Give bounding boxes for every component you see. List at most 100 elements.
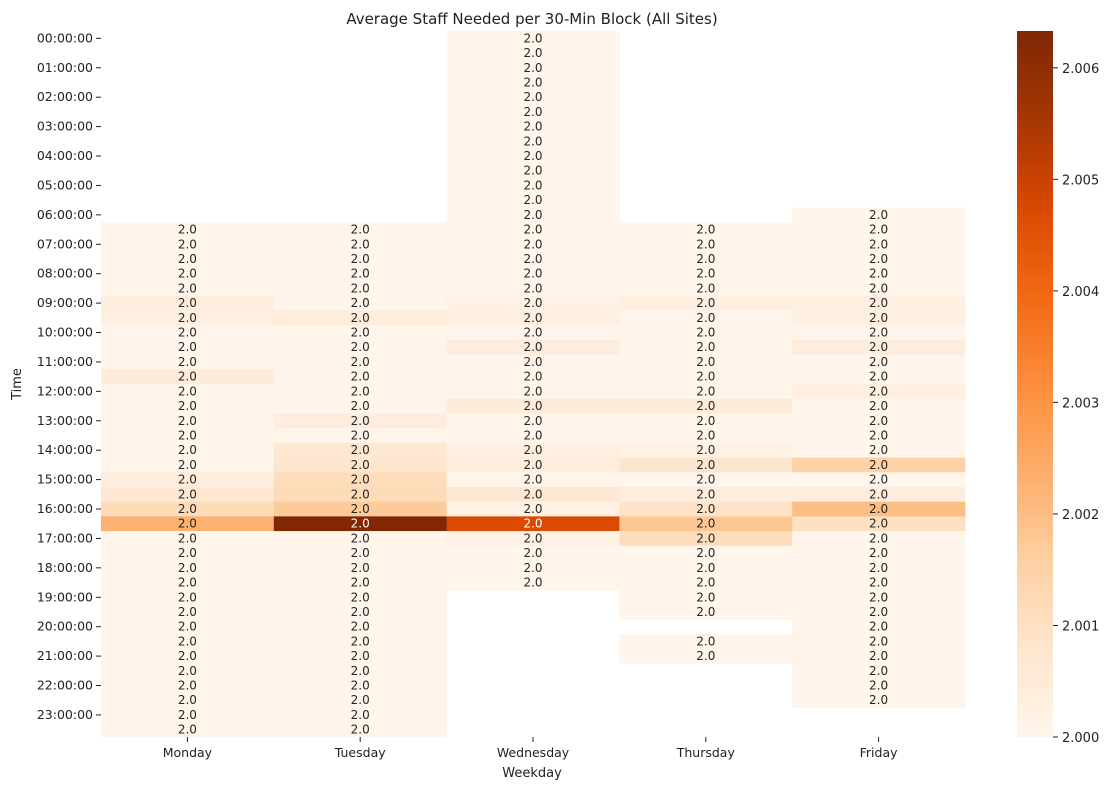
heatmap-cell [792, 516, 966, 532]
cell-label: 2.0 [351, 237, 370, 251]
heatmap-cell [619, 384, 793, 400]
y-tick-label: 02:00:00 [37, 89, 93, 104]
heatmap-cell [446, 384, 620, 400]
heatmap-cell [619, 222, 793, 238]
cell-label: 2.0 [523, 281, 542, 295]
heatmap-cell [273, 634, 447, 650]
heatmap-cell [792, 442, 966, 458]
cell-label: 2.0 [696, 237, 715, 251]
heatmap-cell [273, 295, 447, 311]
cell-label: 2.0 [351, 473, 370, 487]
heatmap-cell [273, 678, 447, 694]
cell-label: 2.0 [351, 384, 370, 398]
cell-label: 2.0 [523, 370, 542, 384]
colorbar-tick-label: 2.000 [1062, 731, 1099, 746]
heatmap-cell [446, 457, 620, 473]
heatmap-cell [619, 472, 793, 488]
cell-label: 2.0 [351, 223, 370, 237]
cell-label: 2.0 [696, 649, 715, 663]
cell-label: 2.0 [178, 605, 197, 619]
heatmap-cell [273, 325, 447, 341]
cell-label: 2.0 [351, 296, 370, 310]
cell-label: 2.0 [178, 355, 197, 369]
cell-label: 2.0 [523, 458, 542, 472]
heatmap-cell [446, 310, 620, 326]
heatmap-cell [446, 104, 620, 120]
cell-label: 2.0 [869, 473, 888, 487]
cell-label: 2.0 [869, 502, 888, 516]
x-tick-label: Thursday [676, 745, 736, 760]
y-tick-label: 05:00:00 [37, 177, 93, 192]
heatmap-cell [273, 310, 447, 326]
heatmap-cell [273, 236, 447, 253]
cell-label: 2.0 [523, 120, 542, 134]
heatmap-cell [792, 634, 966, 650]
x-tick-label: Friday [860, 745, 898, 760]
x-tick-label: Tuesday [334, 745, 386, 760]
heatmap-cell [619, 648, 793, 664]
heatmap-cell [619, 251, 793, 267]
cell-label: 2.0 [351, 708, 370, 722]
y-tick-label: 11:00:00 [37, 354, 93, 369]
heatmap-cell [273, 428, 447, 444]
heatmap-cell [273, 501, 447, 517]
heatmap-cell [792, 222, 966, 238]
heatmap-cell [446, 31, 620, 47]
heatmap-cell [101, 604, 275, 620]
cell-label: 2.0 [178, 458, 197, 472]
cell-label: 2.0 [523, 487, 542, 501]
cell-label: 2.0 [351, 252, 370, 266]
heatmap-cell [101, 236, 275, 253]
heatmap-cell [101, 310, 275, 326]
cell-label: 2.0 [869, 414, 888, 428]
cell-label: 2.0 [523, 531, 542, 545]
heatmap-cell [101, 339, 275, 355]
cell-label: 2.0 [696, 605, 715, 619]
cell-label: 2.0 [523, 502, 542, 516]
heatmap-cell [792, 663, 966, 679]
heatmap-cell [619, 413, 793, 429]
heatmap-cell [446, 472, 620, 488]
heatmap-cell [792, 369, 966, 385]
heatmap-cell [446, 192, 620, 208]
heatmap-cell [446, 89, 620, 105]
cell-label: 2.0 [351, 546, 370, 560]
heatmap-cell [446, 486, 620, 503]
cell-label: 2.0 [696, 223, 715, 237]
heatmap-cell [619, 442, 793, 458]
heatmap-cell [792, 678, 966, 694]
heatmap-cell [446, 75, 620, 91]
x-tick-label: Wednesday [497, 745, 570, 760]
heatmap-cell [446, 119, 620, 135]
heatmap-cell [273, 457, 447, 473]
heatmap-cell [619, 428, 793, 444]
heatmap-cell [101, 428, 275, 444]
heatmap-cell [273, 545, 447, 561]
heatmap-cell [273, 486, 447, 503]
y-tick-label: 18:00:00 [37, 560, 93, 575]
colorbar-tick-label: 2.001 [1062, 619, 1099, 634]
heatmap-cell [273, 648, 447, 664]
chart-title: Average Staff Needed per 30-Min Block (A… [346, 10, 717, 28]
cell-label: 2.0 [869, 267, 888, 281]
heatmap-cell [792, 575, 966, 591]
cell-label: 2.0 [696, 370, 715, 384]
cell-label: 2.0 [178, 237, 197, 251]
cell-label: 2.0 [351, 428, 370, 442]
cell-label: 2.0 [178, 340, 197, 354]
heatmap-cell [273, 281, 447, 297]
heatmap-cell [101, 531, 275, 547]
cell-label: 2.0 [523, 193, 542, 207]
heatmap-cell [101, 648, 275, 664]
cell-label: 2.0 [696, 326, 715, 340]
cell-label: 2.0 [351, 620, 370, 634]
cell-label: 2.0 [351, 326, 370, 340]
cell-label: 2.0 [351, 399, 370, 413]
heatmap-cell [792, 619, 966, 635]
colorbar-tick-label: 2.004 [1062, 285, 1099, 300]
cell-label: 2.0 [869, 679, 888, 693]
heatmap-cell [619, 295, 793, 311]
heatmap-cell [792, 692, 966, 708]
cell-label: 2.0 [869, 208, 888, 222]
